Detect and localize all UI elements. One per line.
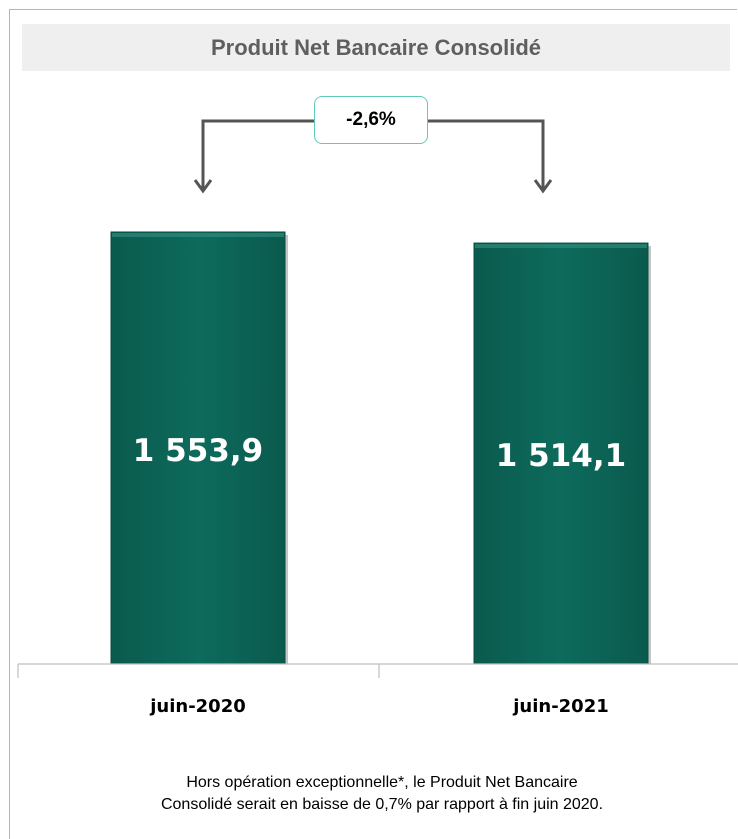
footnote-line-1: Hors opération exceptionnelle*, le Produ… — [186, 774, 578, 791]
bar-value-label: 1 553,9 — [133, 433, 263, 469]
change-badge: -2,6% — [314, 96, 428, 144]
bar-highlight-juin-2020 — [112, 233, 284, 237]
chart-frame — [9, 9, 737, 839]
arrow-left — [201, 119, 314, 190]
category-label: juin-2020 — [149, 696, 246, 717]
change-arrows — [193, 119, 553, 194]
bar-juin-2020 — [110, 231, 286, 665]
footnote: Hors opération exceptionnelle*, le Produ… — [0, 772, 738, 816]
bar-juin-2021 — [473, 242, 649, 665]
category-label: juin-2021 — [512, 696, 609, 717]
bars-group: 1 553,9 1 514,1 — [110, 231, 651, 665]
chart-area: 1 553,9 1 514,1 juin-2020 juin-2021 — [17, 119, 738, 717]
bar-highlight-juin-2021 — [475, 244, 647, 249]
arrowhead-left — [193, 179, 213, 194]
bar-value-label: 1 514,1 — [496, 438, 626, 474]
category-labels: juin-2020 juin-2021 — [149, 696, 609, 717]
chart-title: Produit Net Bancaire Consolidé — [22, 24, 730, 71]
arrowhead-right — [533, 179, 553, 194]
arrow-right — [428, 119, 545, 190]
footnote-line-2: Consolidé serait en baisse de 0,7% par r… — [160, 796, 604, 813]
